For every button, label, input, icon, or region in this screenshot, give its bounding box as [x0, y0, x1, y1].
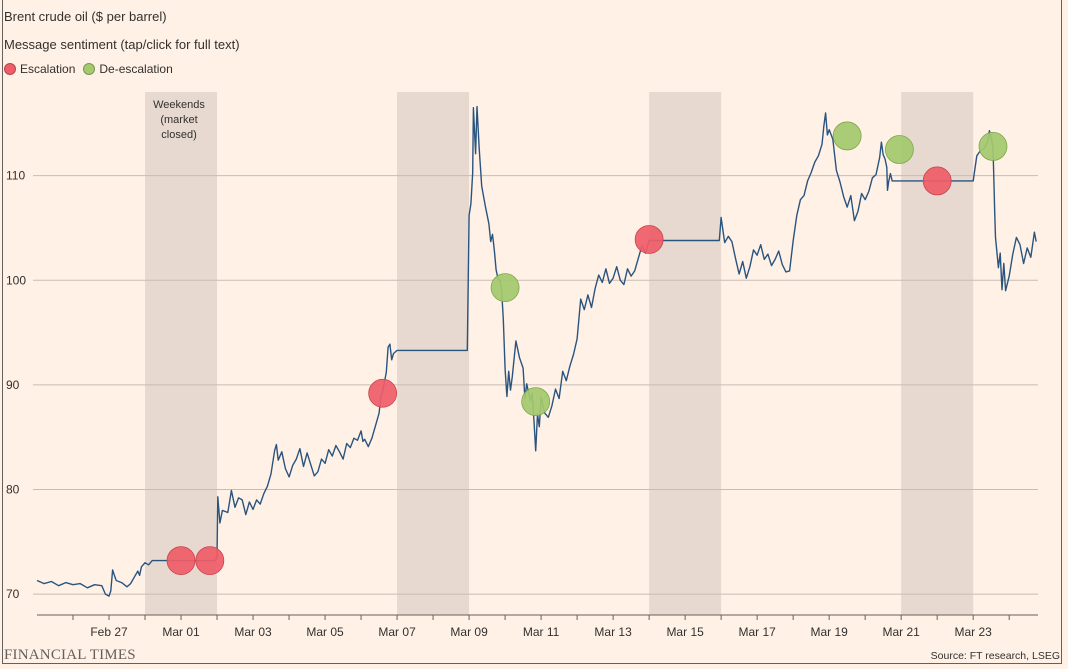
y-tick-label: 110 — [6, 169, 25, 183]
y-tick-label: 90 — [6, 378, 20, 392]
x-tick-label: Mar 05 — [306, 625, 344, 639]
y-tick-label: 70 — [6, 587, 20, 601]
weekend-band — [649, 92, 722, 615]
x-tick-label: Mar 07 — [378, 625, 416, 639]
deescalation-dot-icon — [83, 63, 96, 75]
x-axis: Feb 27 Mar 01 Mar 03 Mar 05 Mar 07 Mar 09 Mar … — [37, 614, 1038, 639]
x-tick-label: Mar 19 — [810, 625, 848, 639]
weekend-label-line-3: closed) — [161, 129, 196, 141]
deescalation-message-marker[interactable] — [884, 135, 914, 164]
deescalation-message-marker[interactable] — [490, 273, 520, 303]
x-tick-label: Mar 21 — [882, 625, 920, 639]
gridlines — [33, 175, 1038, 595]
message-markers[interactable] — [166, 121, 1008, 576]
chart-subtitle: Message sentiment (tap/click for full te… — [4, 37, 240, 52]
legend-label-deescalation: De-escalation — [99, 62, 173, 76]
legend: Escalation De-escalation — [4, 62, 181, 76]
weekends-layer — [145, 92, 974, 615]
chart-title: Brent crude oil ($ per barrel) — [4, 9, 167, 24]
x-tick-label: Mar 23 — [955, 625, 993, 639]
source-note: Source: FT research, LSEG — [930, 650, 1060, 662]
escalation-dot-icon — [4, 63, 16, 75]
x-tick-label: Mar 11 — [523, 625, 560, 639]
escalation-message-marker[interactable] — [368, 378, 398, 408]
weekend-label-line-1: Weekends — [153, 99, 205, 111]
x-tick-label: Mar 03 — [234, 625, 272, 639]
x-tick-label: Feb 27 — [90, 625, 128, 639]
x-tick-label: Mar 15 — [666, 625, 704, 639]
y-tick-label: 80 — [6, 482, 20, 496]
escalation-message-marker[interactable] — [166, 546, 196, 576]
legend-label-escalation: Escalation — [20, 62, 76, 76]
deescalation-message-marker[interactable] — [521, 387, 551, 417]
escalation-message-marker[interactable] — [195, 546, 225, 576]
y-tick-label: 100 — [6, 273, 26, 287]
weekend-label-line-2: (market — [160, 114, 197, 126]
x-tick-label: Mar 13 — [594, 625, 632, 639]
deescalation-message-marker[interactable] — [978, 131, 1008, 161]
ft-logo: FINANCIAL TIMES — [4, 647, 136, 663]
deescalation-message-marker[interactable] — [832, 121, 862, 151]
x-tick-label: Mar 01 — [162, 625, 200, 639]
legend-item-deescalation: De-escalation — [83, 62, 173, 76]
x-tick-label: Mar 09 — [450, 625, 488, 639]
weekend-band — [397, 92, 470, 615]
legend-item-escalation: Escalation — [4, 62, 75, 76]
x-tick-label: Mar 17 — [738, 625, 776, 639]
weekend-band — [145, 92, 218, 615]
escalation-message-marker[interactable] — [922, 166, 952, 196]
escalation-message-marker[interactable] — [634, 225, 664, 254]
y-axis: 70 80 90 100 110 — [6, 169, 26, 601]
